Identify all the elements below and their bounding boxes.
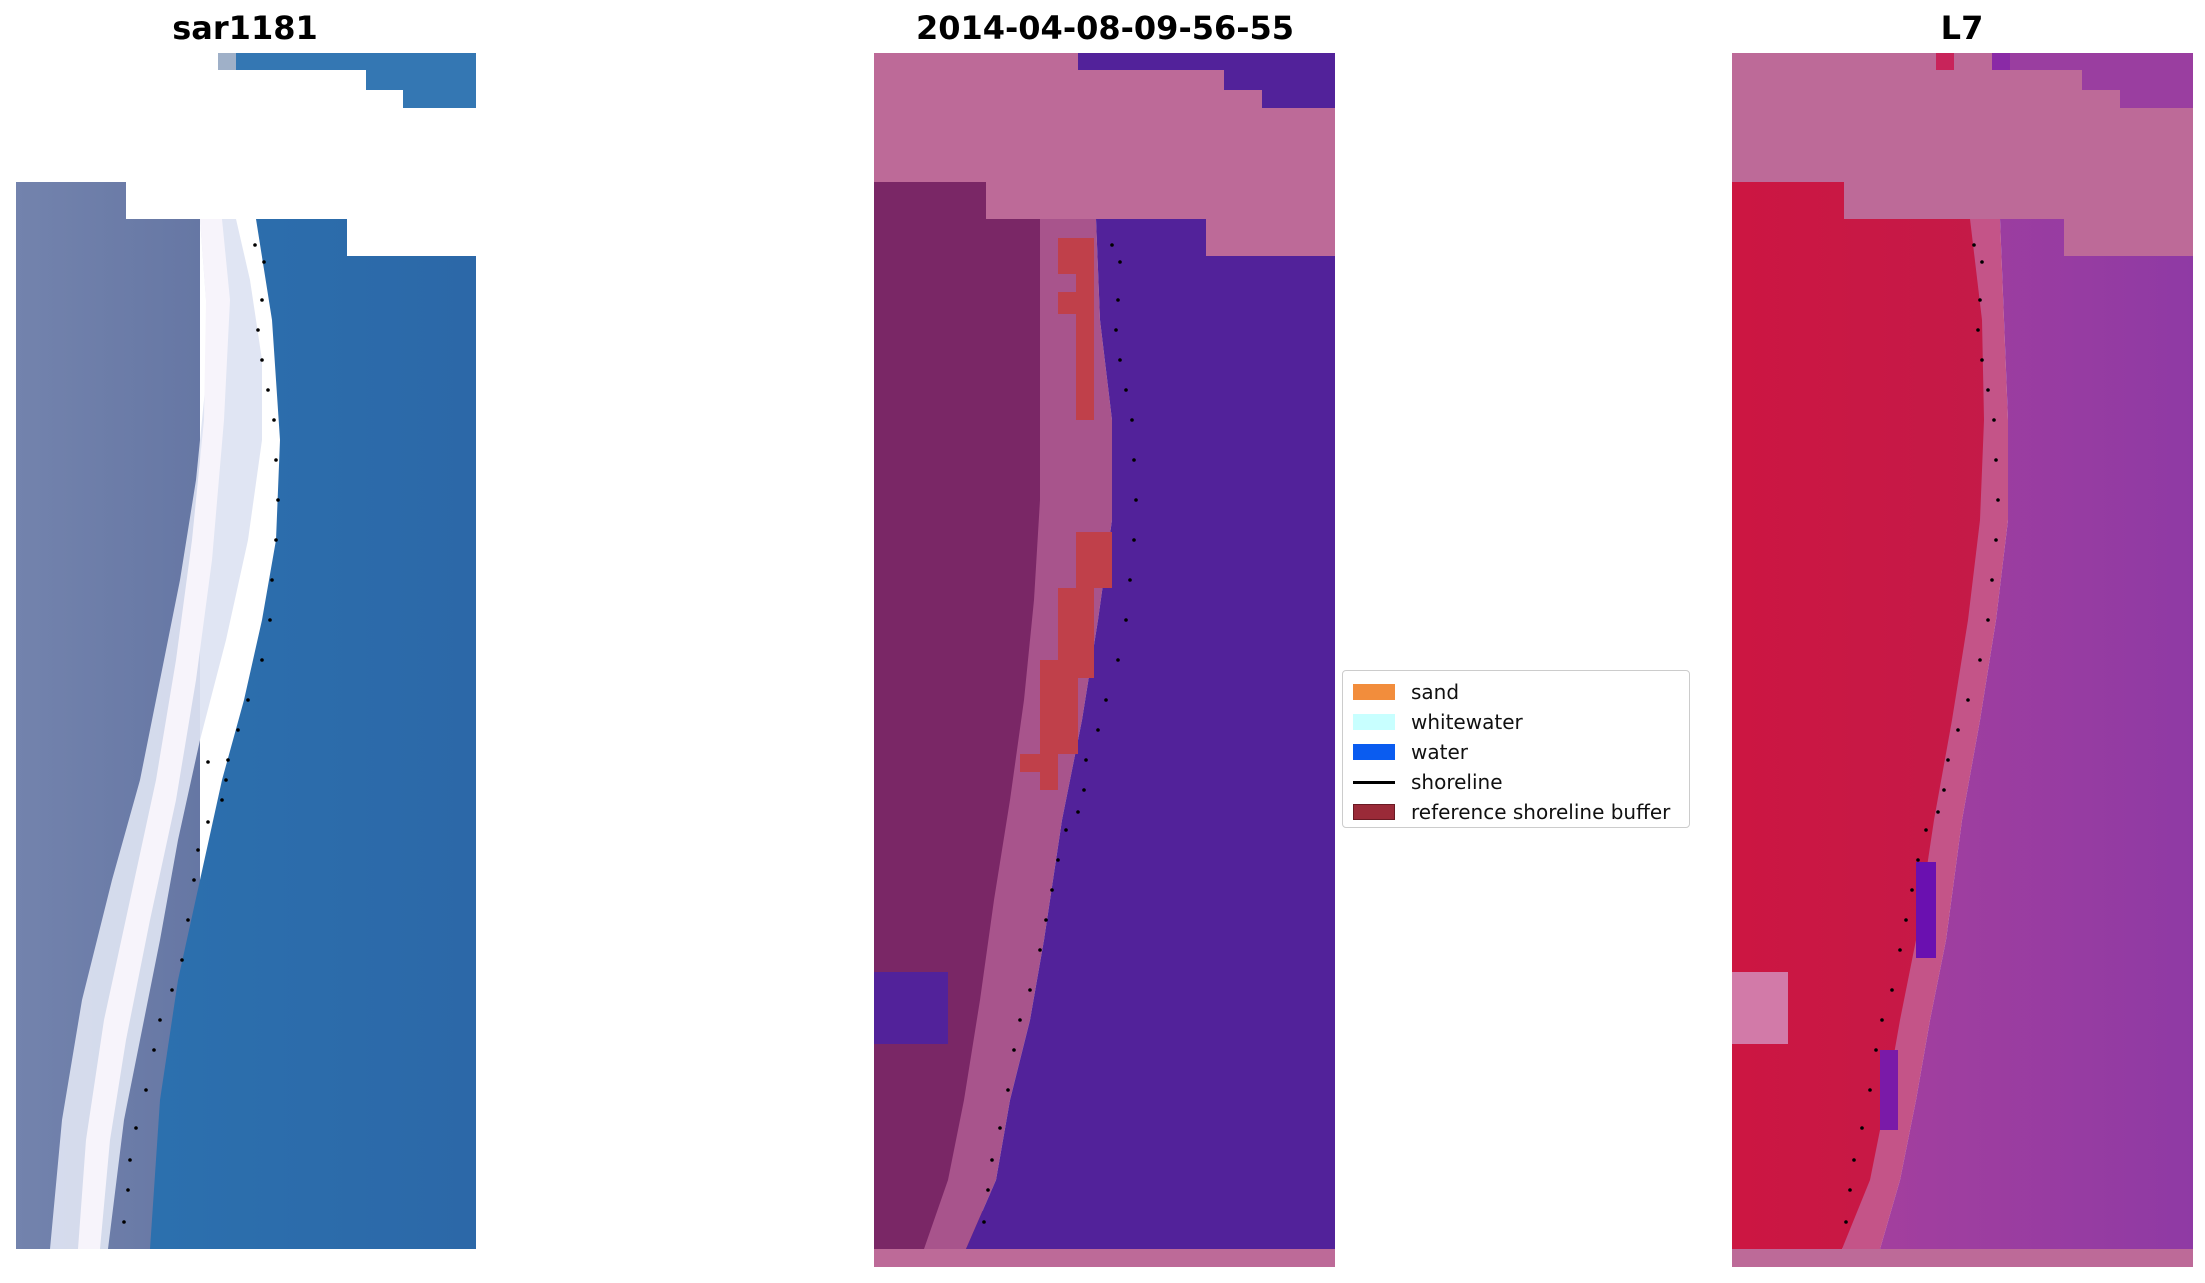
class-land	[874, 182, 1044, 1249]
legend-item-sand: sand	[1353, 677, 1679, 707]
legend-item-whitewater: whitewater	[1353, 707, 1679, 737]
rgb-raster	[16, 53, 476, 1249]
legend-label: water	[1411, 740, 1468, 764]
class-nodata-bottom	[874, 1249, 1335, 1267]
rgb-surf-core	[78, 219, 230, 1249]
class-water-top	[1078, 53, 1335, 108]
panel-title-rgb: sar1181	[172, 9, 318, 47]
legend-label: whitewater	[1411, 710, 1523, 734]
class-shoreline	[982, 243, 1138, 1224]
index-nodata-top	[1732, 53, 2193, 256]
legend-swatch-sand	[1353, 684, 1395, 700]
index-transition	[1842, 219, 2008, 1249]
index-shoreline	[1844, 243, 2000, 1224]
class-raster	[874, 53, 1335, 1267]
rgb-top-strip-light	[218, 53, 236, 70]
class-transition	[924, 219, 1112, 1249]
index-top-accent	[1936, 53, 1954, 70]
index-nodata-bottom	[1732, 1249, 2193, 1267]
legend-line-shoreline	[1353, 780, 1395, 784]
class-nodata-top	[874, 53, 1335, 256]
rgb-sea	[150, 219, 476, 1249]
index-patch	[1732, 972, 1788, 1044]
legend-label: reference shoreline buffer	[1411, 800, 1671, 824]
panel-title-classification: 2014-04-08-09-56-55	[915, 9, 1295, 47]
index-top-accent-2	[1992, 53, 2010, 70]
class-buffer	[1020, 238, 1112, 790]
panel-title-index: L7	[1940, 9, 1984, 47]
legend-swatch-reference-buffer	[1353, 804, 1395, 820]
index-sea	[1880, 219, 2193, 1249]
class-water-patch	[874, 972, 948, 1044]
legend-item-reference-buffer: reference shoreline buffer	[1353, 797, 1679, 827]
index-streak	[1916, 862, 1936, 958]
class-water	[966, 219, 1335, 1249]
legend-label: shoreline	[1411, 770, 1503, 794]
legend-label: sand	[1411, 680, 1460, 704]
rgb-top-strip	[218, 53, 476, 108]
legend-swatch-water	[1353, 744, 1395, 760]
rgb-shoreline	[122, 243, 280, 1224]
index-land	[1732, 182, 2000, 1249]
rgb-surf-band	[50, 219, 262, 1249]
index-streak-2	[1880, 1050, 1898, 1130]
legend-item-water: water	[1353, 737, 1679, 767]
legend-item-shoreline: shoreline	[1353, 767, 1679, 797]
index-raster	[1732, 53, 2193, 1267]
legend-swatch-whitewater	[1353, 714, 1395, 730]
legend: sand whitewater water shoreline referenc…	[1342, 670, 1690, 828]
index-sea-top	[1992, 53, 2193, 108]
rgb-land	[16, 182, 200, 1249]
